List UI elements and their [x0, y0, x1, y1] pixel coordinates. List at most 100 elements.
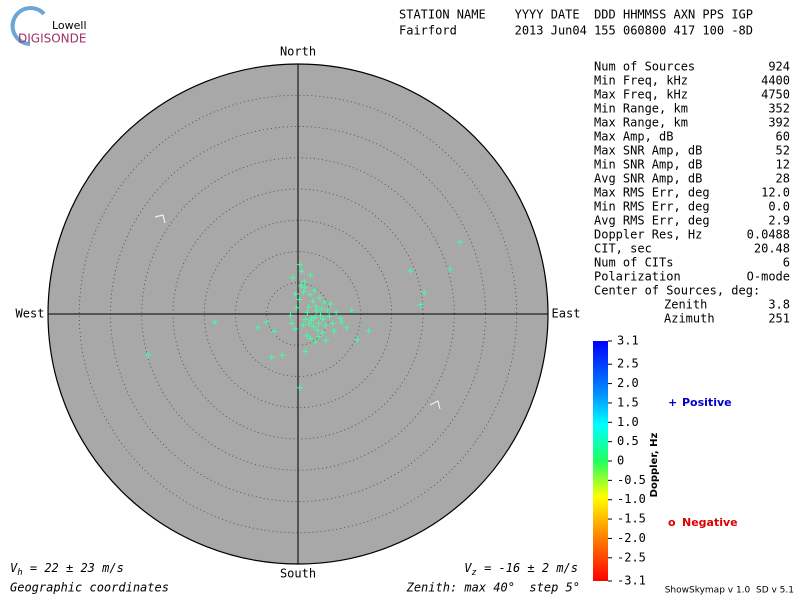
source-point — [337, 315, 344, 322]
header-line: STATION NAME YYYY DATE DDD HHMMSS AXN PP… — [399, 8, 753, 22]
source-point — [307, 335, 314, 342]
source-point — [348, 307, 355, 314]
colorbar-tick-label: -2.0 — [617, 531, 646, 545]
stat-label: CIT, sec — [594, 242, 652, 256]
source-point — [315, 333, 322, 340]
stat-label: Num of CITs — [594, 256, 673, 270]
colorbar-tick-label: -1.0 — [617, 492, 646, 506]
stat-value: 4750 — [761, 88, 790, 102]
colorbar-tick-label: 2.0 — [617, 376, 639, 390]
source-point — [343, 324, 350, 331]
source-point — [322, 322, 329, 329]
colorbar-tick-label: -3.1 — [617, 574, 646, 588]
source-point — [290, 274, 296, 281]
source-point — [211, 319, 218, 326]
source-point — [300, 322, 306, 329]
source-point — [314, 327, 321, 334]
stat-label: Max Range, km — [594, 116, 688, 130]
colorbar-tick-label: 1.5 — [617, 395, 639, 409]
source-point — [293, 304, 300, 311]
vh-text: = 22 ± 23 m/s — [23, 561, 124, 575]
stat-value: 20.48 — [754, 242, 790, 256]
direction-label: West — [16, 307, 45, 321]
stat-value: 12 — [776, 158, 790, 172]
source-point — [321, 299, 328, 306]
colorbar-tick-label: -2.5 — [617, 550, 646, 564]
stat-value: 0.0 — [768, 200, 790, 214]
legend-symbol: o — [668, 516, 676, 529]
source-point — [145, 352, 151, 359]
source-point — [317, 312, 324, 319]
source-point — [288, 320, 295, 327]
legend-text: Negative — [682, 516, 738, 529]
source-point — [323, 337, 330, 344]
source-point — [296, 261, 303, 268]
source-point — [407, 267, 414, 274]
stat-value: O-mode — [747, 270, 790, 284]
legend-text: Positive — [682, 396, 732, 409]
source-point — [308, 315, 315, 322]
source-point — [296, 296, 303, 303]
source-point — [300, 289, 307, 296]
logo-bottom: DIGISONDE — [18, 32, 86, 46]
source-point — [306, 321, 313, 327]
logo-top: Lowell — [52, 19, 87, 32]
version: ShowSkymap v 1.0 SD v 5.1 — [665, 586, 794, 596]
vh: Vh = 22 ± 23 m/s — [10, 561, 124, 578]
stat-value: 12.0 — [761, 186, 790, 200]
stat-label: Max Amp, dB — [594, 130, 673, 144]
source-point — [311, 287, 318, 294]
source-point — [304, 309, 311, 316]
stat-value: 28 — [776, 172, 790, 186]
source-point — [306, 291, 313, 298]
source-point — [327, 301, 334, 307]
stat-label: Max RMS Err, deg — [594, 186, 710, 200]
source-point — [287, 312, 294, 319]
source-point — [263, 319, 270, 326]
stat-label: Min SNR Amp, dB — [594, 158, 702, 172]
colorbar-tick-label: 0 — [617, 454, 624, 468]
source-point — [292, 291, 299, 297]
colorbar-ticks: 3.1 2.5 2.0 1.5 1.0 0.5 0 -0.5 -1.0 -1.5 -2.0 -2.5 -… — [608, 334, 646, 588]
center-value: 3.8 — [768, 298, 790, 312]
stat-value: 52 — [776, 144, 790, 158]
colorbar-tick-label: -0.5 — [617, 473, 646, 487]
stat-value: 60 — [776, 130, 790, 144]
stat-label: Min RMS Err, deg — [594, 200, 710, 214]
stats-table: Num of Sources 924 Min Freq, kHz 4400 Max Fr… — [594, 60, 790, 326]
source-point — [310, 323, 317, 330]
source-point — [301, 284, 308, 291]
source-point — [417, 301, 424, 308]
vh-symbol: V — [10, 561, 18, 575]
stat-label: Min Freq, kHz — [594, 74, 688, 88]
source-point — [315, 320, 322, 327]
stat-value: 352 — [768, 102, 790, 116]
stat-label: Avg RMS Err, deg — [594, 214, 710, 228]
stat-label: Avg SNR Amp, dB — [594, 172, 702, 186]
source-point — [268, 354, 275, 361]
source-point — [312, 314, 319, 321]
source-point — [310, 298, 316, 305]
source-point — [318, 305, 325, 312]
logo-arc — [10, 6, 46, 46]
direction-label: South — [280, 567, 316, 581]
source-point — [326, 313, 333, 320]
source-point — [296, 384, 303, 391]
source-point — [302, 348, 309, 355]
source-point — [331, 327, 338, 334]
colorbar-tick-label: 3.1 — [617, 334, 639, 348]
source-point — [302, 316, 309, 323]
source-point — [333, 309, 340, 316]
source-point — [301, 278, 308, 285]
source-point — [313, 307, 320, 314]
stat-label: Max SNR Amp, dB — [594, 144, 702, 158]
source-point — [271, 328, 278, 335]
center-label: Zenith — [664, 298, 707, 312]
colorbar-tick-label: -1.5 — [617, 512, 646, 526]
zenith-note: Zenith: max 40° step 5° — [406, 581, 580, 595]
vz-text: = -16 ± 2 m/s — [477, 561, 578, 575]
source-point — [279, 352, 286, 359]
colorbar-tick-label: 0.5 — [617, 434, 639, 448]
source-point — [320, 316, 326, 322]
